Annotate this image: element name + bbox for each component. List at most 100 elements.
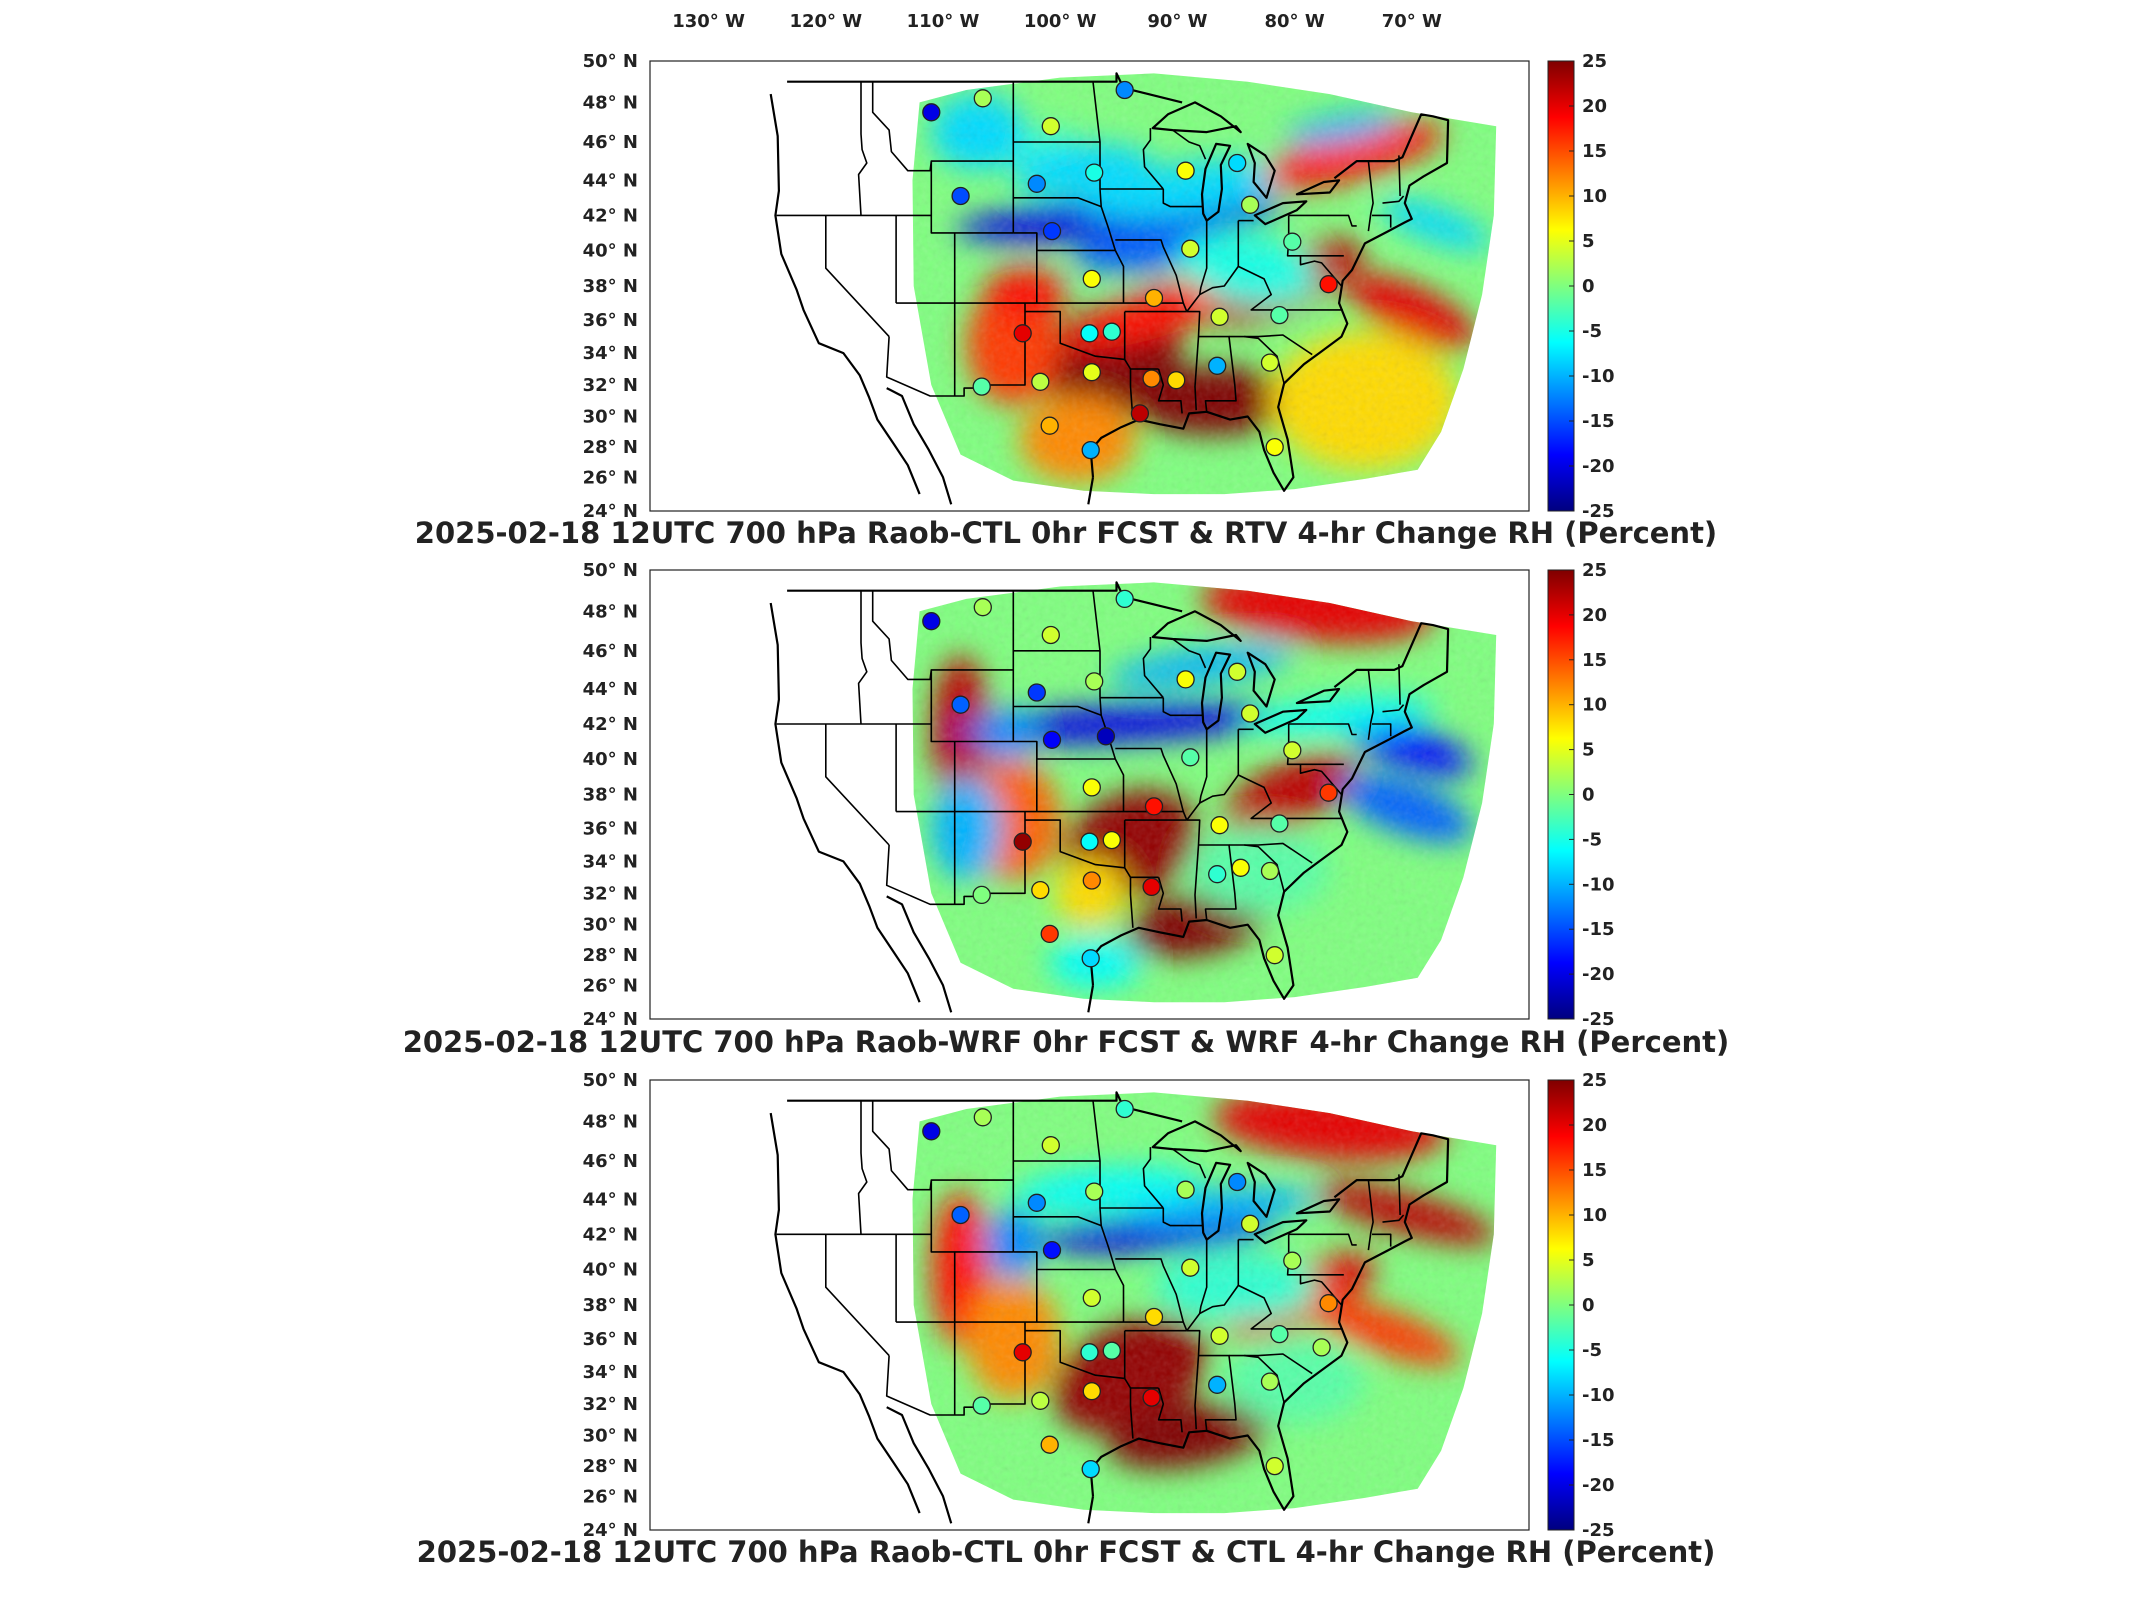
state-border: [1198, 1354, 1237, 1431]
lake-outline: [1200, 1161, 1232, 1241]
station-marker: [1081, 1459, 1100, 1479]
latitude-label: 30° N: [583, 1426, 638, 1447]
station-marker: [922, 103, 941, 122]
latitude-label: 24° N: [583, 1009, 638, 1030]
geographic-boundaries: [769, 581, 1450, 1013]
state-border: [1288, 214, 1357, 227]
colorbar-tick-label: 15: [1582, 650, 1607, 671]
state-border: [1013, 197, 1102, 208]
latitude-label: 36° N: [583, 819, 638, 840]
station-marker: [1102, 1341, 1121, 1360]
station-marker: [1181, 239, 1200, 258]
latitude-label: 44° N: [583, 679, 638, 700]
latitude-label: 44° N: [583, 1189, 638, 1210]
state-border: [1172, 129, 1207, 160]
lake-outline: [1253, 1219, 1308, 1245]
field-texture: [912, 1092, 1497, 1514]
map-panel-2: 50° N 48° N 46° N 44° N 42° N 40° N 38° N 36° N…: [403, 560, 1730, 1059]
colorbar-tick-label: -20: [1582, 1475, 1615, 1496]
latitude-label: 48° N: [583, 1111, 638, 1132]
station-marker: [973, 598, 992, 617]
longitude-label: 90° W: [1147, 11, 1207, 32]
state-border: [1114, 1269, 1125, 1323]
station-marker: [1040, 416, 1059, 435]
state-border: [1186, 774, 1343, 821]
rh-change-field: [912, 1092, 1497, 1514]
colorbar-tick-label: 0: [1582, 1295, 1595, 1316]
station-marker: [1041, 117, 1060, 136]
station-marker: [1042, 221, 1062, 241]
state-border: [1198, 1239, 1208, 1314]
station-marker: [1013, 324, 1032, 343]
latitude-label: 50° N: [583, 1070, 638, 1091]
latitude-label: 34° N: [583, 343, 638, 364]
state-border: [1172, 638, 1207, 669]
latitude-label: 42° N: [583, 714, 638, 735]
state-border: [857, 81, 868, 216]
state-border: [1025, 1329, 1125, 1380]
latitude-label: 38° N: [583, 1295, 638, 1316]
state-border: [1162, 697, 1204, 717]
state-border: [1299, 1274, 1343, 1306]
station-marker: [1082, 1288, 1101, 1308]
state-border: [1382, 704, 1405, 713]
coastline: [886, 895, 953, 1013]
station-marker: [1031, 1391, 1050, 1410]
map-panel-1: 50° N 48° N 46° N 44° N 42° N 40° N 38° N 36° N…: [415, 51, 1717, 550]
geographic-boundaries: [769, 72, 1450, 505]
coastline: [1087, 477, 1095, 505]
coastline: [886, 1406, 953, 1524]
station-marker: [1027, 683, 1046, 702]
latitude-label: 38° N: [583, 785, 638, 806]
latitude-label: 46° N: [583, 1151, 638, 1172]
colorbar-tick-label: 20: [1582, 605, 1607, 626]
latitude-label: 40° N: [583, 240, 638, 261]
latitude-label: 40° N: [583, 749, 638, 770]
state-border: [857, 1100, 868, 1235]
station-marker: [1031, 880, 1050, 900]
coastline: [1089, 113, 1450, 492]
colorbar-tick-label: 0: [1582, 276, 1595, 297]
state-border: [1229, 1354, 1285, 1403]
colorbar-tick-label: 5: [1582, 740, 1595, 761]
station-marker: [1319, 275, 1338, 294]
latitude-label: 44° N: [583, 170, 638, 191]
station-marker: [1181, 1258, 1200, 1277]
station-marker: [972, 377, 991, 396]
station-marker: [1210, 307, 1229, 326]
station-marker: [1096, 727, 1116, 746]
state-border: [885, 1355, 984, 1416]
colorbar-tick-label: -10: [1582, 874, 1615, 895]
lake-outline: [1246, 651, 1276, 708]
colorbar-tick-label: -15: [1582, 1430, 1615, 1451]
state-border: [825, 1234, 890, 1357]
lake-outline: [1151, 101, 1242, 134]
state-border: [1198, 220, 1208, 295]
raob-stations: [922, 80, 1338, 460]
latitude-label: 30° N: [583, 407, 638, 428]
station-marker: [1115, 589, 1134, 609]
latitude-label: 40° N: [583, 1260, 638, 1281]
state-border: [1099, 697, 1117, 760]
coastline: [769, 602, 921, 1003]
station-marker: [1240, 195, 1260, 214]
longitude-label: 120° W: [789, 11, 862, 32]
panel-title: 2025-02-18 12UTC 700 hPa Raob-WRF 0hr FC…: [403, 1025, 1730, 1059]
coastline: [787, 581, 1183, 613]
state-border: [1286, 215, 1344, 257]
station-marker: [1265, 437, 1284, 457]
station-marker: [1102, 830, 1121, 850]
state-border: [1114, 250, 1125, 304]
colorbar-tick-label: -15: [1582, 411, 1615, 432]
station-marker: [1031, 372, 1050, 391]
station-marker: [1210, 816, 1229, 835]
colorbar-tick-label: -5: [1582, 829, 1602, 850]
station-marker: [1142, 1388, 1161, 1407]
colorbar-tick-label: -5: [1582, 321, 1602, 342]
station-marker: [1041, 1136, 1060, 1155]
state-border: [1372, 1233, 1392, 1247]
colorbar-tick-label: 15: [1582, 141, 1607, 162]
latitude-label: 42° N: [583, 1224, 638, 1245]
station-marker: [1208, 865, 1227, 884]
